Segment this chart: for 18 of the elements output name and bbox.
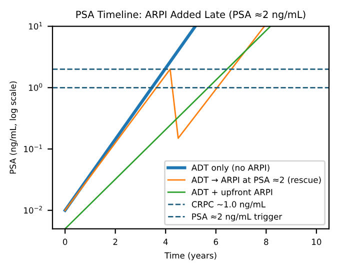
y-tick-label: 10$^{−1}$ xyxy=(24,144,42,152)
x-tick-label: 6 xyxy=(214,238,218,245)
y-tick-label: 10$^{−2}$ xyxy=(24,206,42,214)
legend-label: CRPC ~1.0 ng/mL xyxy=(192,201,266,210)
x-tick-label: 0 xyxy=(62,238,68,245)
x-tick-label: 8 xyxy=(264,238,268,245)
y-axis-title: PSA (ng/mL, log scale) xyxy=(10,81,18,174)
y-tick-label: 10$^{0}$ xyxy=(29,83,42,91)
x-axis-title: Time (years) xyxy=(164,252,216,260)
chart-title: PSA Timeline: ARPI Added Late (PSA ≈2 ng/mL) xyxy=(76,10,306,20)
y-tick-label: 10$^{1}$ xyxy=(29,22,42,30)
legend-label: ADT → ARPI at PSA ≈2 (rescue) xyxy=(191,176,321,184)
legend-label: ADT + upfront ARPI xyxy=(191,188,272,197)
legend-label: PSA ≈2 ng/mL trigger xyxy=(192,213,282,222)
x-tick-label: 2 xyxy=(113,238,118,245)
x-tick-label: 10 xyxy=(312,238,322,245)
x-tick-label: 4 xyxy=(163,238,168,245)
legend-label: ADT only (no ARPI) xyxy=(191,164,270,172)
